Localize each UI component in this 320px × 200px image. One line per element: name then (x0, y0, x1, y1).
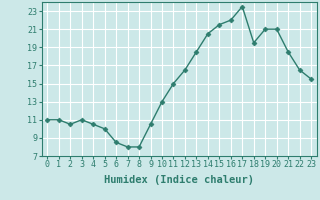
X-axis label: Humidex (Indice chaleur): Humidex (Indice chaleur) (104, 175, 254, 185)
